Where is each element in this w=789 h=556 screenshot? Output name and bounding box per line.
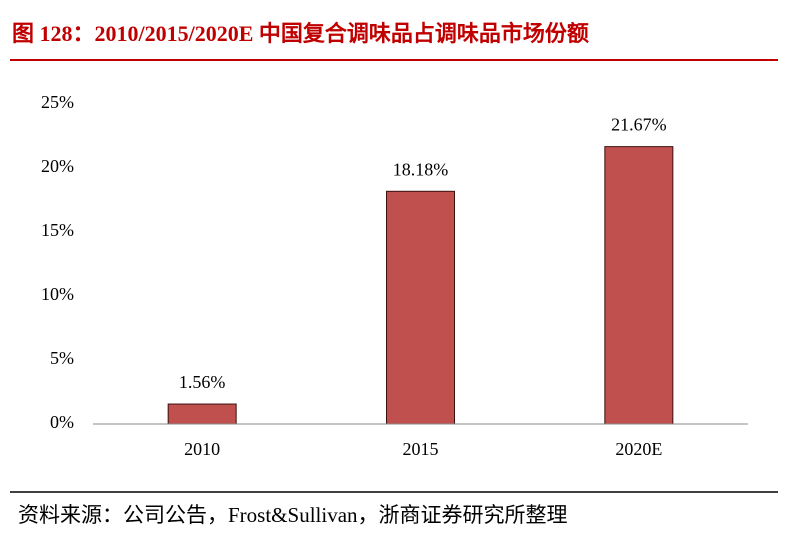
- bar: [386, 190, 455, 425]
- data-label: 21.67%: [611, 115, 667, 135]
- data-label: 18.18%: [393, 159, 449, 179]
- y-tick-label: 10%: [41, 284, 74, 304]
- chart-title: 图 128：2010/2015/2020E 中国复合调味品占调味品市场份额: [12, 21, 589, 46]
- source: 资料来源：公司公告，Frost&Sullivan，浙商证券研究所整理: [18, 503, 568, 527]
- y-tick-label: 20%: [41, 156, 74, 176]
- data-label: 1.56%: [179, 372, 226, 392]
- x-tick-label: 2020E: [615, 439, 662, 459]
- y-tick-label: 15%: [41, 220, 74, 240]
- y-tick-label: 25%: [41, 92, 74, 112]
- x-tick-label: 2010: [184, 439, 220, 459]
- x-tick-label: 2015: [403, 439, 439, 459]
- y-tick-label: 0%: [50, 412, 74, 432]
- y-tick-label: 5%: [50, 348, 74, 368]
- bar: [167, 403, 237, 425]
- bar: [604, 146, 674, 425]
